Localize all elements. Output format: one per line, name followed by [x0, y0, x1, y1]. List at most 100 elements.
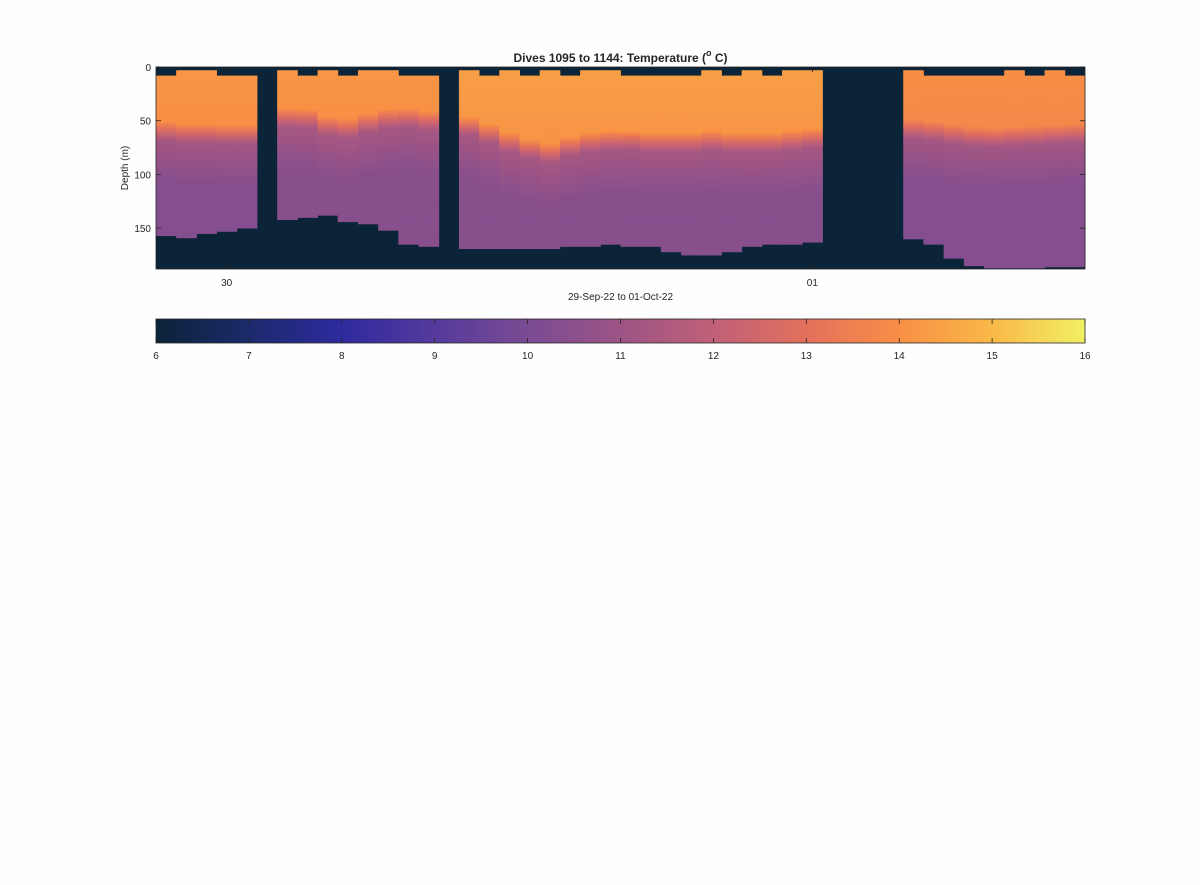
temperature-cell	[559, 170, 581, 173]
temperature-cell	[378, 201, 399, 204]
temperature-cell	[721, 137, 743, 141]
temperature-cell	[277, 186, 298, 189]
temperature-cell	[196, 162, 217, 166]
temperature-cell	[681, 137, 702, 141]
temperature-cell	[559, 116, 581, 119]
temperature-cell	[418, 114, 440, 117]
temperature-cell	[741, 209, 763, 213]
temperature-cell	[802, 231, 823, 234]
temperature-cell	[620, 208, 642, 212]
temperature-cell	[640, 107, 662, 111]
temperature-cell	[337, 187, 359, 190]
temperature-cell	[923, 176, 945, 180]
temperature-cell	[640, 127, 662, 130]
temperature-cell	[378, 138, 399, 142]
temperature-cell	[378, 87, 399, 90]
temperature-cell	[559, 238, 581, 242]
temperature-cell	[782, 235, 803, 239]
temperature-cell	[1024, 172, 1046, 175]
temperature-cell	[458, 138, 480, 142]
temperature-cell	[539, 209, 561, 213]
temperature-cell	[297, 206, 318, 210]
temperature-cell	[519, 202, 541, 205]
temperature-cell	[297, 208, 318, 212]
temperature-cell	[357, 72, 379, 75]
temperature-cell	[499, 111, 520, 114]
temperature-cell	[499, 87, 520, 90]
temperature-cell	[499, 186, 520, 189]
temperature-cell	[600, 212, 621, 215]
temperature-cell	[398, 176, 419, 180]
temperature-cell	[963, 82, 985, 85]
temperature-cell	[620, 241, 642, 244]
temperature-cell	[963, 84, 985, 87]
temperature-cell	[418, 189, 440, 193]
temperature-cell	[479, 219, 500, 223]
temperature-cell	[378, 212, 399, 215]
temperature-cell	[701, 70, 722, 73]
temperature-cell	[761, 213, 783, 216]
temperature-cell	[761, 92, 783, 96]
temperature-cell	[216, 217, 238, 220]
temperature-cell	[984, 116, 1005, 119]
temperature-cell	[479, 94, 500, 98]
temperature-cell	[559, 133, 581, 137]
temperature-cell	[418, 187, 440, 190]
temperature-cell	[681, 180, 702, 184]
temperature-cell	[761, 223, 783, 227]
temperature-cell	[761, 238, 783, 242]
dive-column	[398, 75, 419, 245]
temperature-cell	[620, 97, 642, 100]
temperature-cell	[519, 210, 541, 214]
temperature-cell	[1004, 227, 1025, 230]
temperature-cell	[499, 181, 520, 185]
temperature-cell	[277, 197, 298, 200]
temperature-cell	[923, 144, 945, 147]
temperature-cell	[196, 199, 217, 202]
temperature-cell	[943, 180, 965, 184]
temperature-cell	[782, 85, 803, 88]
temperature-cell	[681, 101, 702, 104]
temperature-cell	[802, 184, 823, 187]
temperature-cell	[782, 143, 803, 146]
temperature-cell	[701, 209, 722, 213]
temperature-cell	[176, 199, 197, 202]
temperature-cell	[984, 198, 1005, 201]
temperature-cell	[600, 115, 621, 118]
temperature-cell	[701, 121, 722, 125]
temperature-cell	[418, 75, 440, 79]
temperature-cell	[963, 155, 985, 158]
temperature-cell	[600, 201, 621, 204]
temperature-cell	[176, 91, 197, 95]
temperature-cell	[782, 162, 803, 166]
temperature-cell	[297, 191, 318, 195]
temperature-cell	[1024, 144, 1046, 147]
temperature-cell	[761, 172, 783, 175]
temperature-cell	[984, 260, 1005, 263]
temperature-cell	[923, 221, 945, 225]
temperature-cell	[559, 208, 581, 212]
temperature-cell	[943, 150, 965, 154]
temperature-cell	[600, 154, 621, 157]
temperature-cell	[1044, 104, 1066, 108]
temperature-cell	[984, 256, 1005, 259]
temperature-cell	[499, 147, 520, 151]
temperature-cell	[903, 169, 924, 172]
temperature-cell	[357, 164, 379, 168]
temperature-cell	[1024, 219, 1046, 223]
temperature-cell	[297, 202, 318, 205]
temperature-cell	[782, 145, 803, 148]
temperature-cell	[903, 98, 924, 101]
temperature-cell	[156, 191, 177, 195]
temperature-cell	[297, 86, 318, 89]
dive-column	[701, 70, 722, 256]
temperature-cell	[418, 228, 440, 231]
temperature-cell	[660, 125, 682, 128]
temperature-cell	[660, 77, 682, 81]
temperature-cell	[701, 156, 722, 159]
temperature-cell	[337, 180, 359, 184]
temperature-cell	[943, 185, 965, 188]
temperature-cell	[458, 149, 480, 153]
temperature-cell	[196, 149, 217, 153]
temperature-cell	[1044, 171, 1066, 174]
